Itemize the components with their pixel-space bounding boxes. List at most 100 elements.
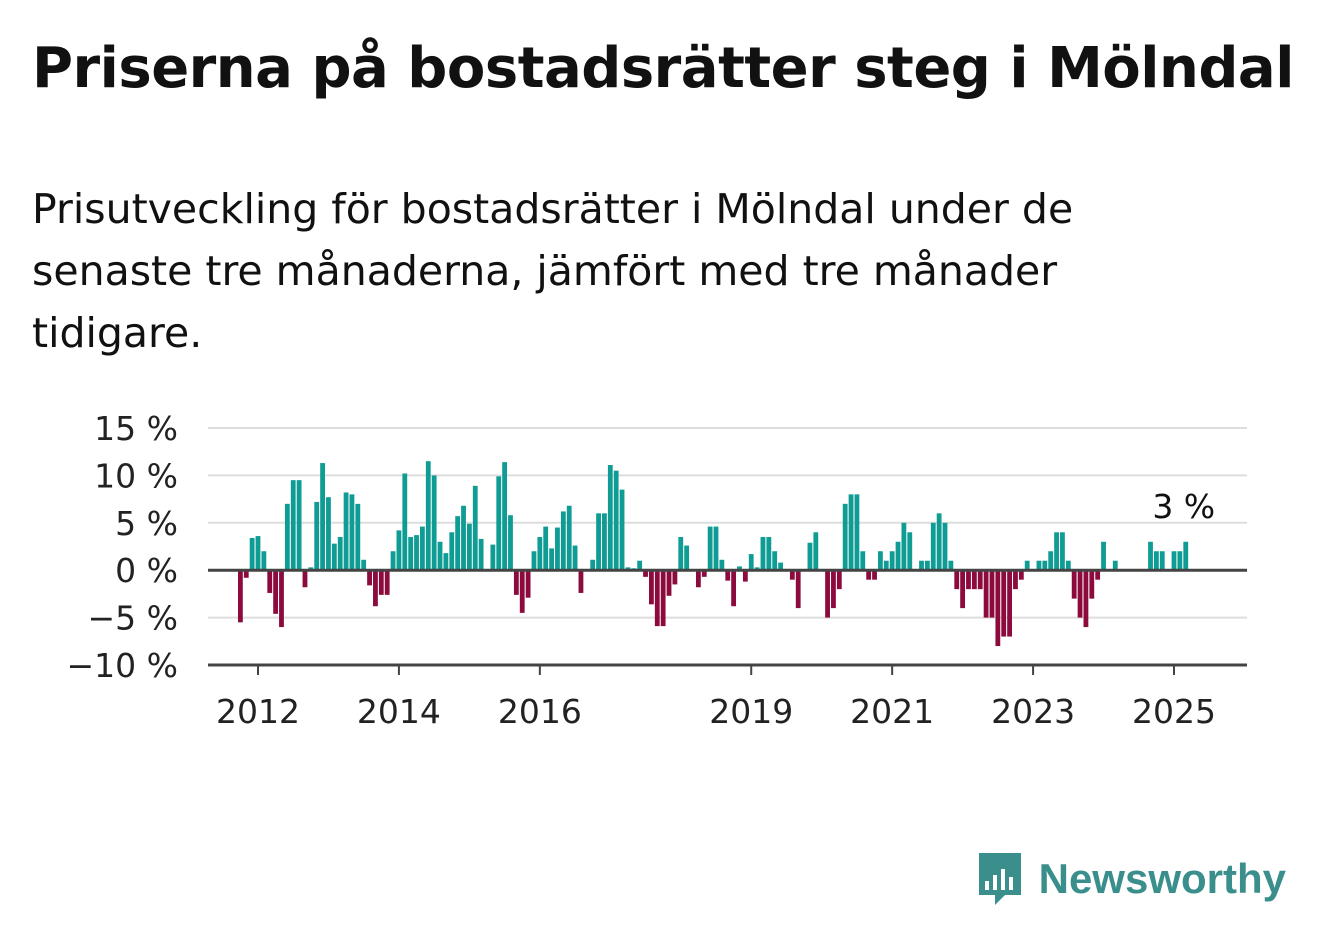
bar bbox=[1048, 551, 1054, 571]
bar bbox=[1036, 560, 1042, 571]
bar bbox=[848, 494, 854, 571]
newsworthy-logo: Newsworthy bbox=[975, 849, 1286, 909]
bar bbox=[343, 492, 349, 571]
bar bbox=[566, 505, 572, 571]
bar bbox=[731, 570, 737, 607]
bar bbox=[1112, 560, 1118, 571]
bar bbox=[337, 537, 343, 571]
bar bbox=[866, 570, 872, 580]
bar bbox=[1065, 560, 1071, 571]
bar bbox=[373, 570, 378, 607]
bar bbox=[889, 551, 895, 571]
bar bbox=[513, 570, 519, 595]
x-tick-label: 2023 bbox=[991, 692, 1075, 731]
bar bbox=[431, 475, 437, 571]
bar bbox=[836, 570, 842, 590]
bar bbox=[290, 480, 296, 571]
bar bbox=[936, 513, 942, 571]
bar bbox=[302, 570, 308, 588]
bar bbox=[954, 570, 960, 590]
bar bbox=[695, 570, 701, 588]
x-axis-labels: 2012 2014 2016 2019 2021 2023 2025 bbox=[216, 665, 1216, 731]
bar bbox=[737, 566, 742, 571]
bar bbox=[643, 570, 648, 577]
bar bbox=[279, 570, 284, 628]
bar bbox=[1153, 551, 1159, 571]
bar bbox=[437, 541, 443, 571]
bar bbox=[619, 489, 625, 571]
bar bbox=[414, 535, 419, 571]
bar bbox=[449, 532, 455, 571]
bar bbox=[402, 473, 408, 571]
bar bbox=[989, 570, 995, 618]
bar bbox=[578, 570, 584, 593]
bar bbox=[1177, 551, 1183, 571]
bar bbox=[971, 570, 977, 590]
gridlines bbox=[208, 427, 1247, 619]
bar bbox=[966, 570, 971, 590]
bar bbox=[795, 570, 801, 609]
bar bbox=[355, 503, 361, 571]
bar bbox=[555, 527, 560, 571]
chart-subtitle: Prisutveckling för bostadsrätter i Mölnd… bbox=[32, 185, 1074, 357]
y-tick-label: −5 % bbox=[88, 599, 179, 638]
bar bbox=[455, 516, 461, 571]
bar bbox=[924, 560, 930, 571]
bar bbox=[390, 551, 396, 571]
bar bbox=[983, 570, 989, 618]
bar bbox=[525, 570, 531, 598]
bar bbox=[807, 542, 813, 571]
bar bbox=[919, 560, 924, 571]
bar bbox=[1013, 570, 1018, 590]
bar bbox=[243, 570, 249, 578]
bar bbox=[519, 570, 525, 613]
bar bbox=[384, 570, 390, 595]
bar bbox=[549, 548, 554, 571]
bar bbox=[872, 570, 877, 580]
bar bbox=[1171, 551, 1177, 571]
bar bbox=[408, 537, 414, 571]
bar-chart: −10 % −5 % 0 % 5 % 10 % 15 % 2012 2014 2016 2019… bbox=[67, 409, 1247, 731]
bar bbox=[537, 537, 543, 571]
bar bbox=[930, 522, 936, 571]
bar bbox=[684, 545, 690, 571]
bar bbox=[654, 570, 660, 627]
bar bbox=[825, 570, 830, 618]
bar bbox=[602, 513, 607, 571]
bar bbox=[666, 570, 672, 596]
bar bbox=[649, 570, 654, 605]
bar bbox=[314, 501, 320, 571]
bar bbox=[572, 545, 578, 571]
chart-title: Priserna på bostadsrätter steg i Mölndal bbox=[32, 36, 1294, 101]
bar bbox=[778, 562, 783, 571]
bar bbox=[1007, 570, 1012, 637]
x-tick-label: 2016 bbox=[498, 692, 582, 731]
bar bbox=[296, 480, 302, 571]
bar bbox=[789, 570, 795, 580]
bar bbox=[1071, 570, 1077, 599]
bar bbox=[960, 570, 966, 609]
bar bbox=[560, 511, 566, 571]
bar bbox=[878, 551, 883, 571]
bar bbox=[596, 513, 601, 571]
bar bbox=[1148, 541, 1153, 571]
bar bbox=[701, 570, 707, 577]
bar bbox=[760, 537, 766, 571]
y-tick-label: 15 % bbox=[94, 409, 178, 448]
bar bbox=[284, 503, 290, 571]
bar bbox=[396, 530, 402, 571]
bar bbox=[1183, 541, 1189, 571]
bar bbox=[1060, 532, 1065, 571]
y-tick-label: −10 % bbox=[67, 646, 179, 685]
x-tick-label: 2021 bbox=[850, 692, 934, 731]
bar bbox=[766, 537, 772, 571]
bar bbox=[378, 570, 384, 595]
last-value-label: 3 % bbox=[1152, 487, 1215, 526]
bar bbox=[678, 537, 684, 571]
bar bbox=[854, 494, 860, 571]
bar bbox=[361, 559, 367, 571]
bar bbox=[977, 570, 983, 590]
bar bbox=[995, 570, 1001, 647]
bar bbox=[1077, 570, 1083, 618]
y-tick-label: 5 % bbox=[115, 504, 178, 543]
